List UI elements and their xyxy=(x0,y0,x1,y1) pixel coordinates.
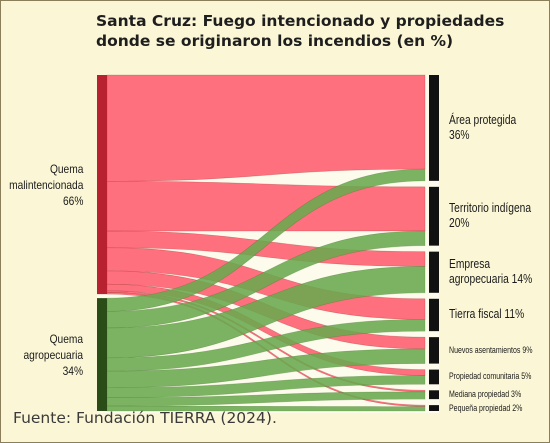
target-bar-mediana_propiedad xyxy=(429,390,439,400)
target-label-area_protegida: Área protegida 36% xyxy=(449,113,516,143)
target-bar-empresa_agropecuaria xyxy=(429,251,439,293)
target-label-mediana_propiedad-line1: Mediana propiedad 3% xyxy=(449,389,522,400)
flow-agropecuaria-to-empresa_agropecuaria xyxy=(106,266,426,359)
flow-malintencionada-to-area_protegida xyxy=(106,74,426,182)
chart-title-line-1: Santa Cruz: Fuego intencionado y propied… xyxy=(96,12,505,30)
target-label-empresa_agropecuaria-line1: Empresa xyxy=(449,257,491,272)
source-label-malintencionada-line2: malintencionada xyxy=(8,177,83,192)
source-label-agropecuaria-line1: Quema xyxy=(49,331,83,346)
chart-title-line-2: donde se originaron los incendios (en %) xyxy=(96,32,454,50)
flow-agropecuaria-to-tierra_fiscal xyxy=(106,319,426,372)
flow-agropecuaria-to-nuevos_asentamientos xyxy=(106,348,426,389)
target-label-mediana_propiedad: Mediana propiedad 3% xyxy=(449,389,521,400)
source-label-malintencionada-value_label: 66% xyxy=(62,193,83,208)
target-label-empresa_agropecuaria-line2: agropecuaria 14% xyxy=(449,272,533,287)
source-bar-agropecuaria xyxy=(97,298,107,411)
source-label-agropecuaria-line2: agropecuaria xyxy=(23,347,83,362)
flow-agropecuaria-to-territorio_indigena xyxy=(106,230,426,329)
source-bar-malintencionada xyxy=(97,75,107,295)
target-label-pequena_propiedad: Pequeña propiedad 2% xyxy=(449,403,522,414)
flow-agropecuaria-to-pequena_propiedad xyxy=(106,405,426,412)
source-note: Fuente: Fundación TIERRA (2024). xyxy=(13,409,277,427)
target-bar-territorio_indigena xyxy=(429,186,439,246)
flow-malintencionada-to-territorio_indigena xyxy=(106,180,426,232)
target-label-tierra_fiscal-line1: Tierra fiscal 11% xyxy=(449,307,525,322)
target-bar-tierra_fiscal xyxy=(429,298,439,332)
flow-agropecuaria-to-mediana_propiedad xyxy=(106,391,426,407)
source-label-agropecuaria-value_label: 34% xyxy=(62,363,83,378)
target-label-territorio_indigena-line2: 20% xyxy=(449,216,470,231)
source-label-malintencionada-line1: Quema xyxy=(49,161,83,176)
source-label-agropecuaria: Quema agropecuaria 34% xyxy=(23,331,83,379)
flow-agropecuaria-to-area_protegida xyxy=(106,168,426,312)
target-label-nuevos_asentamientos-line1: Nuevos asentamientos 9% xyxy=(449,344,533,355)
target-label-nuevos_asentamientos: Nuevos asentamientos 9% xyxy=(449,345,533,356)
target-bar-nuevos_asentamientos xyxy=(429,337,439,364)
target-label-pequena_propiedad-line1: Pequeña propiedad 2% xyxy=(449,402,523,413)
target-label-propiedad_comunitaria: Propiedad comunitaria 5% xyxy=(449,371,531,382)
target-bar-pequena_propiedad xyxy=(429,405,439,411)
target-label-area_protegida-line2: 36% xyxy=(449,127,470,142)
target-label-area_protegida-line1: Área protegida xyxy=(449,112,517,127)
target-bar-area_protegida xyxy=(429,75,439,181)
target-bar-propiedad_comunitaria xyxy=(429,369,439,385)
source-label-malintencionada: Quema malintencionada 66% xyxy=(9,161,83,209)
target-label-propiedad_comunitaria-line1: Propiedad comunitaria 5% xyxy=(449,371,532,382)
flow-agropecuaria-to-propiedad_comunitaria xyxy=(106,375,426,399)
target-label-territorio_indigena: Territorio indígena 20% xyxy=(449,201,531,231)
target-label-empresa_agropecuaria: Empresa agropecuaria 14% xyxy=(449,257,532,287)
chart-title: Santa Cruz: Fuego intencionado y propied… xyxy=(96,11,516,51)
target-label-tierra_fiscal: Tierra fiscal 11% xyxy=(449,307,524,322)
target-label-territorio_indigena-line1: Territorio indígena xyxy=(449,201,532,216)
